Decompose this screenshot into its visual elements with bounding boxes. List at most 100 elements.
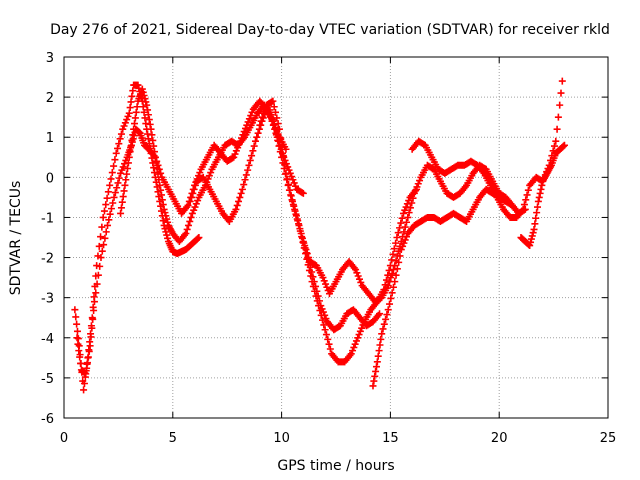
data-point xyxy=(127,98,135,106)
data-point xyxy=(187,213,195,221)
y-tick-label: 1 xyxy=(46,131,54,146)
data-point xyxy=(301,242,309,250)
data-point xyxy=(129,87,137,95)
data-point xyxy=(245,115,253,123)
data-point xyxy=(74,340,82,348)
data-point xyxy=(156,181,164,189)
data-point xyxy=(522,196,530,204)
data-point xyxy=(303,250,311,258)
data-point xyxy=(150,164,158,172)
data-point xyxy=(404,213,412,221)
data-point xyxy=(531,220,539,228)
data-point xyxy=(414,180,422,188)
data-point xyxy=(191,181,199,189)
data-point xyxy=(396,224,404,232)
data-point xyxy=(400,239,408,247)
y-tick-label: -3 xyxy=(41,292,54,307)
data-point xyxy=(134,81,142,89)
data-point xyxy=(356,327,364,335)
data-point xyxy=(270,120,278,128)
data-point xyxy=(384,282,392,290)
data-point xyxy=(558,77,566,85)
y-tick-label: -5 xyxy=(41,372,54,387)
data-point xyxy=(142,98,150,106)
data-point xyxy=(410,189,418,197)
data-point xyxy=(249,147,257,155)
data-point xyxy=(121,119,129,127)
data-point xyxy=(144,135,152,143)
data-point xyxy=(308,278,316,286)
data-point xyxy=(296,227,304,235)
data-point xyxy=(258,113,266,121)
data-point xyxy=(246,156,254,164)
data-point xyxy=(321,326,329,334)
data-point xyxy=(195,234,203,241)
data-point xyxy=(86,342,94,350)
data-point xyxy=(152,159,160,167)
data-point xyxy=(205,172,213,180)
data-point xyxy=(114,144,122,152)
data-point xyxy=(396,252,404,260)
data-point xyxy=(266,106,274,114)
data-point xyxy=(117,169,125,177)
data-point xyxy=(110,162,118,170)
series-arc-i xyxy=(517,141,568,250)
data-point xyxy=(155,176,163,184)
data-point xyxy=(146,120,154,128)
data-point xyxy=(163,215,171,223)
data-point xyxy=(312,292,320,300)
y-axis-label: SDTVAR / TECUs xyxy=(8,181,24,296)
data-point xyxy=(124,165,132,173)
data-point xyxy=(97,233,105,241)
data-point xyxy=(350,343,358,351)
data-point xyxy=(352,266,360,274)
data-point xyxy=(557,89,565,97)
data-point xyxy=(268,116,276,124)
data-point xyxy=(354,334,362,342)
data-point xyxy=(144,111,152,119)
data-point xyxy=(127,142,135,150)
data-point xyxy=(322,280,330,288)
data-point xyxy=(188,209,196,217)
y-tick-label: 3 xyxy=(46,51,54,66)
data-point xyxy=(106,181,114,189)
data-point xyxy=(144,106,152,114)
x-tick-label: 5 xyxy=(169,431,177,446)
y-tick-label: -1 xyxy=(41,211,54,226)
series-arc-h xyxy=(408,77,566,221)
data-point xyxy=(106,210,114,218)
data-point xyxy=(560,141,568,149)
data-point xyxy=(164,218,172,226)
data-point xyxy=(288,197,296,205)
data-point xyxy=(80,380,88,388)
data-point xyxy=(254,129,262,137)
data-point xyxy=(186,197,194,205)
data-point xyxy=(391,278,399,286)
data-point xyxy=(324,335,332,343)
data-point xyxy=(269,97,277,105)
data-point xyxy=(292,182,300,190)
data-point xyxy=(119,125,127,133)
data-point xyxy=(279,152,287,160)
data-point xyxy=(149,136,157,144)
data-point xyxy=(97,254,105,262)
data-point xyxy=(298,233,306,241)
data-point xyxy=(191,203,199,211)
data-point xyxy=(556,101,564,109)
data-point xyxy=(251,137,259,145)
data-point xyxy=(403,200,411,208)
data-point xyxy=(126,104,134,112)
data-point xyxy=(552,137,560,145)
data-point xyxy=(299,238,307,246)
data-point xyxy=(100,207,108,215)
data-point xyxy=(305,254,313,262)
data-point xyxy=(150,142,158,150)
data-point xyxy=(237,189,245,197)
data-point xyxy=(207,169,215,177)
data-point xyxy=(71,306,79,314)
data-point xyxy=(375,347,383,355)
data-point xyxy=(309,282,317,290)
data-point xyxy=(90,298,98,306)
data-point xyxy=(538,181,546,189)
data-point xyxy=(295,221,303,229)
